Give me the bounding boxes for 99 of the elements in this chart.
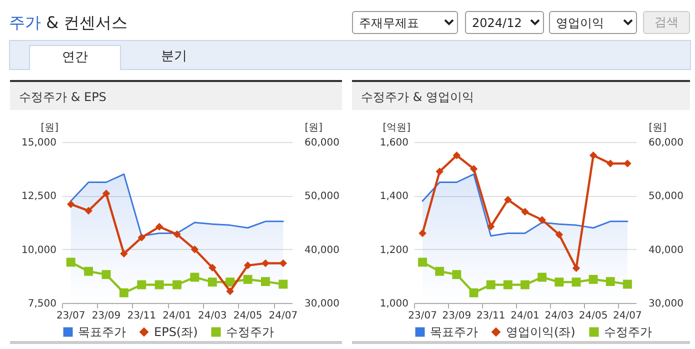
y-tick-label: 12,500	[22, 191, 56, 202]
point	[418, 258, 428, 267]
point	[503, 280, 512, 290]
point	[137, 280, 146, 290]
point	[435, 266, 444, 276]
point	[555, 230, 564, 238]
point	[190, 272, 200, 282]
point	[260, 277, 270, 286]
point	[622, 280, 632, 289]
point	[572, 278, 581, 287]
chart-title: 수정주가 & EPS	[10, 80, 342, 110]
point	[208, 264, 216, 272]
y-tick-label: 1,200	[380, 244, 408, 256]
point	[244, 262, 252, 270]
point	[470, 164, 478, 173]
point	[418, 229, 426, 238]
point	[486, 280, 496, 290]
chart-title: 수정주가 & 영업이익	[352, 80, 690, 110]
y-tick-label: 1,400	[380, 191, 408, 202]
point	[606, 160, 614, 168]
y2-tick-label: 30,000	[648, 298, 684, 310]
x-tick-label: 24/01	[510, 310, 540, 322]
point	[588, 274, 598, 284]
y-tick-label: 1,000	[380, 298, 408, 310]
text: 주가 & 컨센서스	[9, 13, 128, 34]
y-axis-title: [원]	[40, 122, 59, 134]
point	[606, 277, 615, 286]
x-tick-label: 24/05	[578, 310, 608, 322]
y2-tick-label: 60,000	[648, 138, 684, 148]
y2-tick-label: 60,000	[304, 138, 340, 148]
point	[554, 278, 564, 287]
x-tick-label: 24/01	[162, 310, 192, 322]
x-tick-label: 24/05	[233, 310, 262, 322]
x-tick-label: 23/07	[408, 310, 437, 322]
point	[102, 190, 110, 198]
legend-label: EPS(좌)	[154, 325, 198, 339]
point	[84, 206, 92, 215]
point	[208, 278, 217, 287]
point	[226, 287, 234, 296]
point	[120, 250, 128, 258]
x-tick-label: 23/09	[442, 310, 472, 322]
point	[279, 259, 288, 268]
legend-label: 수정주가	[226, 325, 274, 339]
y-tick-label: 10,000	[22, 244, 56, 256]
text: 2024/12	[465, 11, 544, 34]
point	[452, 152, 461, 160]
point	[452, 270, 462, 280]
point	[102, 270, 111, 280]
text: 분기	[160, 48, 188, 66]
y2-tick-label: 50,000	[304, 191, 340, 202]
point	[262, 259, 270, 268]
point	[520, 280, 530, 290]
x-tick-label: 24/07	[268, 310, 298, 322]
x-tick-label: 24/03	[544, 310, 574, 322]
y2-tick-label: 40,000	[304, 244, 340, 256]
point	[173, 230, 181, 238]
point	[66, 200, 75, 208]
y2-axis-title: [원]	[304, 122, 323, 134]
point	[84, 266, 94, 276]
text: 연간	[29, 45, 121, 70]
point	[119, 288, 128, 298]
point	[538, 216, 546, 224]
legend-label: 목표주가	[430, 325, 478, 339]
point	[243, 274, 252, 284]
point	[538, 272, 547, 282]
y-tick-label: 7,500	[28, 298, 56, 310]
x-tick-label: 23/11	[476, 310, 506, 322]
text: 검색	[643, 11, 690, 34]
point	[155, 222, 164, 231]
point	[278, 280, 288, 289]
y2-tick-label: 50,000	[648, 191, 684, 202]
legend-label: 영업이익(좌)	[506, 325, 576, 339]
point	[190, 245, 199, 254]
legend-label: 목표주가	[78, 325, 126, 339]
point	[589, 152, 598, 160]
x-tick-label: 24/03	[198, 310, 227, 322]
y-axis-title: [억원]	[382, 122, 411, 134]
point	[172, 280, 182, 290]
point	[154, 280, 164, 290]
y-tick-label: 1,600	[380, 138, 408, 148]
point	[469, 288, 478, 298]
x-tick-label: 23/09	[92, 310, 121, 322]
y2-tick-label: 40,000	[648, 244, 684, 256]
point	[436, 168, 444, 176]
legend-label: 수정주가	[604, 325, 652, 339]
point	[521, 208, 529, 216]
y2-tick-label: 30,000	[304, 298, 340, 310]
point	[624, 160, 632, 168]
x-tick-label: 24/07	[613, 310, 642, 322]
point	[66, 258, 76, 267]
x-tick-label: 23/07	[56, 310, 86, 322]
x-tick-label: 23/11	[127, 310, 156, 322]
text: 주재무제표	[352, 11, 458, 34]
point	[138, 234, 146, 242]
y2-axis-title: [원]	[648, 122, 667, 134]
y-tick-label: 15,000	[22, 138, 56, 148]
point	[486, 222, 495, 230]
text: 영업이익	[549, 11, 637, 34]
point	[504, 196, 512, 204]
